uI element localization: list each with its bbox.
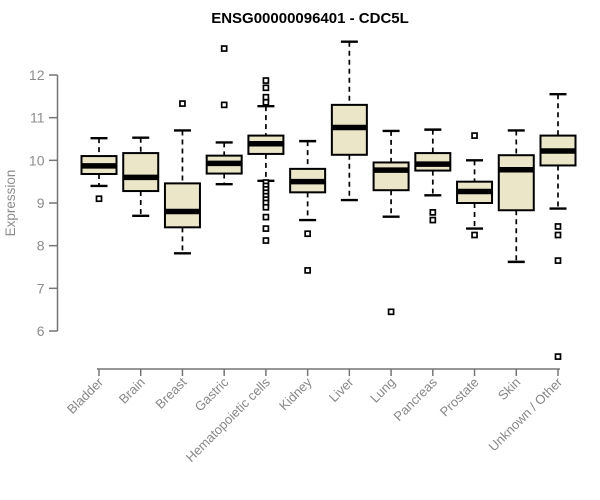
x-tick-label-pancreas: Pancreas [390, 374, 440, 424]
x-tick-label-unknown-other: Unknown / Other [486, 374, 566, 454]
box-skin [497, 129, 535, 264]
iqr-box [372, 161, 410, 192]
iqr-box [163, 182, 201, 229]
box-breast [163, 100, 201, 255]
y-tick-label: 7 [37, 280, 45, 296]
box-liver [330, 40, 368, 202]
outlier-point [471, 231, 478, 239]
x-tick-label-kidney: Kidney [276, 374, 315, 413]
outlier-point [304, 230, 311, 238]
outlier-point [471, 132, 478, 139]
outlier-point [262, 93, 270, 101]
box-hematopoietic-cells [247, 77, 285, 244]
outlier-point [304, 267, 311, 274]
outlier-point [554, 231, 562, 239]
y-tick-label: 8 [37, 238, 45, 254]
outlier-point [262, 237, 270, 244]
box-brain [122, 136, 160, 218]
box-bladder [80, 136, 118, 203]
box-unknown-other [539, 92, 577, 360]
y-tick-label: 6 [37, 323, 45, 339]
y-tick-label: 10 [29, 152, 45, 168]
x-tick-label-breast: Breast [152, 374, 189, 411]
chart-title: ENSG00000096401 - CDC5L [211, 10, 409, 27]
outlier-point [262, 98, 270, 106]
outlier-point [179, 100, 186, 107]
outlier-point [95, 195, 103, 203]
x-tick-label-gastric: Gastric [192, 374, 232, 414]
y-tick-label: 12 [29, 67, 45, 83]
box-kidney [289, 139, 327, 274]
x-tick-label-lung: Lung [367, 375, 398, 406]
iqr-box [122, 152, 160, 193]
outlier-point [262, 84, 270, 92]
outlier-point [554, 223, 562, 230]
outlier-point [220, 101, 228, 109]
outlier-point [387, 308, 395, 316]
y-axis: 6 7 8 9 10 11 12 [29, 67, 59, 339]
y-axis-label: Expression [3, 170, 18, 237]
x-tick-label-bladder: Bladder [64, 374, 107, 417]
x-tick-label-prostate: Prostate [437, 375, 482, 420]
box-pancreas [414, 128, 452, 224]
outlier-point [429, 216, 437, 224]
outlier-point [554, 353, 562, 360]
x-tick-label-brain: Brain [116, 375, 148, 407]
y-tick-label: 9 [37, 195, 45, 211]
outlier-point [262, 213, 270, 221]
outlier-point [554, 257, 562, 264]
box-gastric [205, 45, 243, 186]
outlier-point [220, 45, 228, 52]
box-prostate [456, 132, 494, 239]
box-lung [372, 129, 410, 316]
outlier-point [262, 77, 270, 84]
y-tick-label: 11 [30, 110, 45, 126]
iqr-box [497, 154, 535, 212]
x-tick-label-skin: Skin [495, 375, 523, 403]
boxplot-series [80, 40, 577, 360]
x-tick-label-liver: Liver [326, 374, 357, 405]
outlier-point [429, 209, 437, 216]
outlier-point [262, 225, 270, 232]
outlier-point [262, 203, 270, 211]
